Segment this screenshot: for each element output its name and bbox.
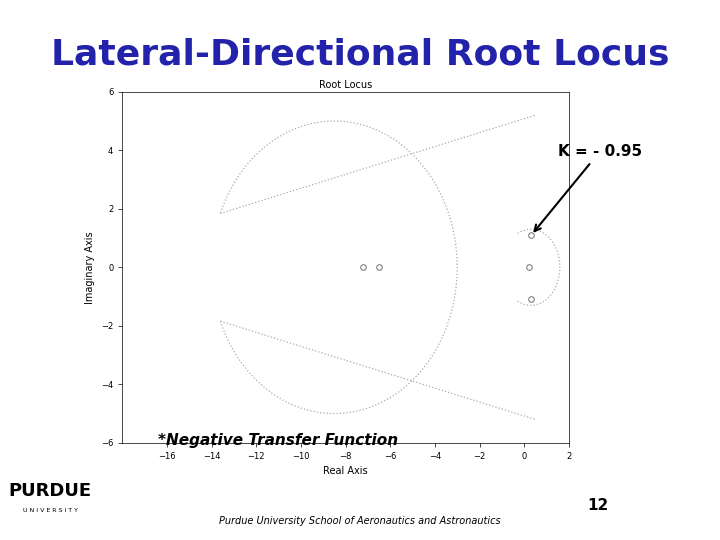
Y-axis label: Imaginary Axis: Imaginary Axis <box>86 231 96 303</box>
X-axis label: Real Axis: Real Axis <box>323 467 368 476</box>
Title: Root Locus: Root Locus <box>319 79 372 90</box>
Text: U N I V E R S I T Y: U N I V E R S I T Y <box>23 508 78 513</box>
Text: Purdue University School of Aeronautics and Astronautics: Purdue University School of Aeronautics … <box>219 516 501 526</box>
Text: Lateral-Directional Root Locus: Lateral-Directional Root Locus <box>50 38 670 72</box>
Text: PURDUE: PURDUE <box>9 482 92 501</box>
Text: K = - 0.95: K = - 0.95 <box>534 144 642 231</box>
Text: 12: 12 <box>587 498 608 513</box>
Text: *Negative Transfer Function: *Negative Transfer Function <box>158 434 399 449</box>
